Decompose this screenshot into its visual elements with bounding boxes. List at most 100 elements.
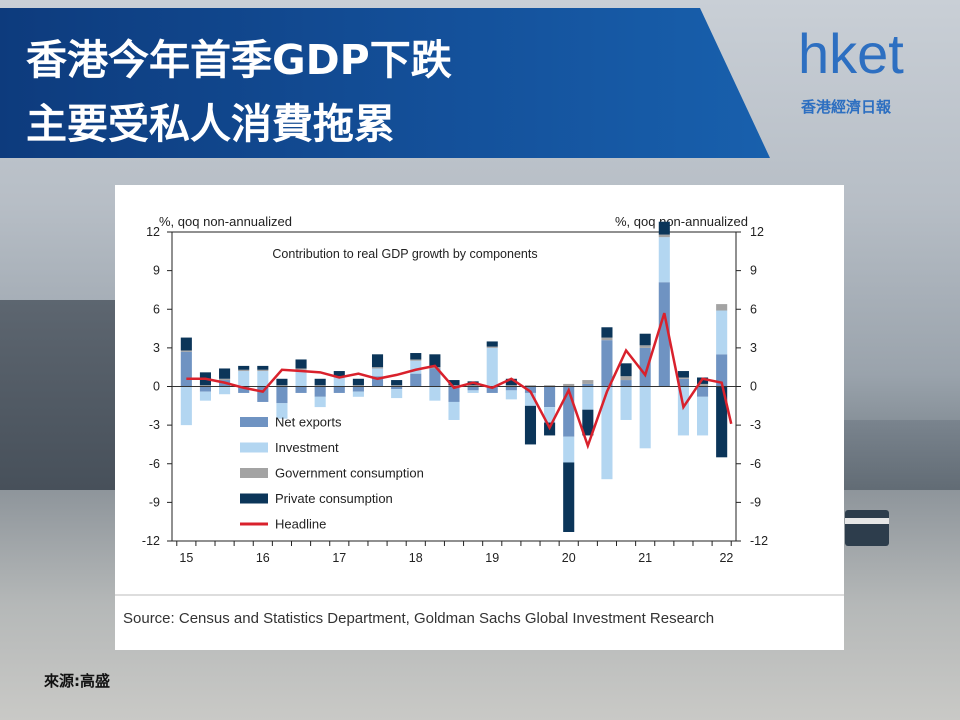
bar-private-consumption	[295, 359, 307, 369]
y-tick-label-right: 3	[750, 341, 757, 355]
bar-net-exports	[391, 386, 403, 390]
skyline-right	[840, 420, 960, 500]
y-tick-label-right: -9	[750, 495, 761, 509]
legend-swatch-government-consumption	[240, 468, 268, 478]
bar-government-consumption	[371, 367, 384, 369]
bar-investment	[658, 237, 670, 283]
x-tick-label: 17	[332, 551, 346, 565]
bar-net-exports	[199, 386, 211, 392]
bar-government-consumption	[257, 369, 269, 372]
y-tick-label-right: 9	[750, 264, 757, 278]
bar-investment	[180, 386, 192, 426]
bar-investment	[276, 403, 288, 419]
chart-source-note: Source: Census and Statistics Department…	[123, 610, 714, 627]
bar-government-consumption	[524, 385, 537, 387]
bar-private-consumption	[314, 378, 326, 386]
y-tick-label-left: -3	[149, 418, 160, 432]
headline-line-1: 香港今年首季GDP下跌	[26, 36, 452, 84]
brand-logo: hket	[798, 22, 904, 85]
bar-investment	[716, 310, 728, 355]
bar-private-consumption	[371, 354, 384, 368]
legend-swatch-net-exports	[240, 417, 268, 427]
x-tick-label: 16	[256, 551, 270, 565]
bar-government-consumption	[563, 383, 575, 387]
y-axis-label-left: %, qoq non-annualized	[159, 214, 292, 229]
bar-private-consumption	[639, 333, 651, 346]
bar-private-consumption	[352, 378, 364, 386]
bar-net-exports	[238, 386, 250, 393]
bar-private-consumption	[505, 378, 517, 386]
bar-government-consumption	[352, 385, 364, 387]
bar-net-exports	[467, 386, 479, 391]
legend-label-headline: Headline	[275, 517, 326, 532]
y-axis-label-right: %, qoq non-annualized	[615, 214, 748, 229]
bar-investment	[429, 386, 441, 401]
bar-private-consumption	[582, 409, 594, 436]
bar-private-consumption	[429, 354, 441, 368]
bar-investment	[352, 391, 364, 397]
bar-net-exports	[448, 386, 460, 402]
gdp-contribution-chart: %, qoq non-annualized %, qoq non-annuali…	[115, 214, 844, 627]
bar-private-consumption	[257, 365, 269, 370]
bar-private-consumption	[448, 380, 460, 386]
bar-net-exports	[563, 386, 575, 437]
bar-government-consumption	[199, 385, 211, 387]
bar-government-consumption	[582, 380, 594, 384]
bar-net-exports	[524, 386, 537, 393]
bar-net-exports	[486, 386, 498, 393]
legend-label-government-consumption: Government consumption	[275, 466, 424, 481]
bar-investment	[582, 386, 594, 410]
bar-private-consumption	[620, 363, 632, 377]
y-tick-label-right: 6	[750, 302, 757, 316]
bar-investment	[448, 401, 460, 420]
y-tick-label-right: -12	[750, 534, 768, 548]
y-tick-label-left: 12	[146, 225, 160, 239]
bar-investment	[601, 386, 613, 480]
legend-swatch-investment	[240, 442, 268, 453]
bar-government-consumption	[601, 337, 613, 341]
bar-government-consumption	[276, 385, 288, 387]
bar-investment	[410, 360, 422, 374]
bar-net-exports	[276, 386, 288, 404]
bar-government-consumption	[486, 346, 498, 348]
y-tick-label-left: -6	[149, 457, 160, 471]
bar-investment	[486, 347, 498, 387]
x-tick-label: 22	[719, 551, 733, 565]
bar-net-exports	[582, 383, 594, 387]
bar-government-consumption	[429, 367, 441, 369]
legend-swatch-private-consumption	[240, 493, 268, 504]
x-tick-label: 15	[179, 551, 193, 565]
bar-private-consumption	[486, 341, 498, 347]
bar-investment	[333, 377, 345, 387]
bar-government-consumption	[544, 385, 556, 387]
bar-net-exports	[410, 373, 422, 387]
bar-private-consumption	[391, 380, 403, 386]
bar-net-exports	[639, 347, 651, 387]
bar-government-consumption	[238, 369, 250, 372]
source-caption: 來源:高盛	[44, 672, 110, 690]
bar-investment	[295, 369, 307, 387]
bar-investment	[505, 390, 517, 400]
bar-net-exports	[352, 386, 364, 392]
bar-investment	[467, 390, 479, 393]
ferry-boat	[845, 510, 889, 546]
bar-government-consumption	[448, 385, 460, 387]
bar-government-consumption	[697, 383, 709, 387]
bar-government-consumption	[295, 368, 307, 370]
bar-government-consumption	[716, 304, 728, 311]
bar-investment	[314, 396, 326, 408]
bar-net-exports	[620, 380, 632, 387]
y-tick-label-right: -3	[750, 418, 761, 432]
bar-net-exports	[257, 386, 269, 402]
bar-investment	[257, 371, 269, 387]
bar-government-consumption	[505, 385, 517, 387]
bar-private-consumption	[219, 368, 231, 379]
bar-private-consumption	[716, 386, 728, 458]
y-tick-label-left: 0	[153, 380, 160, 394]
bar-net-exports	[601, 340, 613, 387]
bar-investment	[199, 391, 211, 401]
bar-investment	[524, 392, 537, 406]
bar-net-exports	[658, 282, 670, 387]
bar-private-consumption	[180, 337, 192, 351]
bar-net-exports	[295, 386, 307, 393]
